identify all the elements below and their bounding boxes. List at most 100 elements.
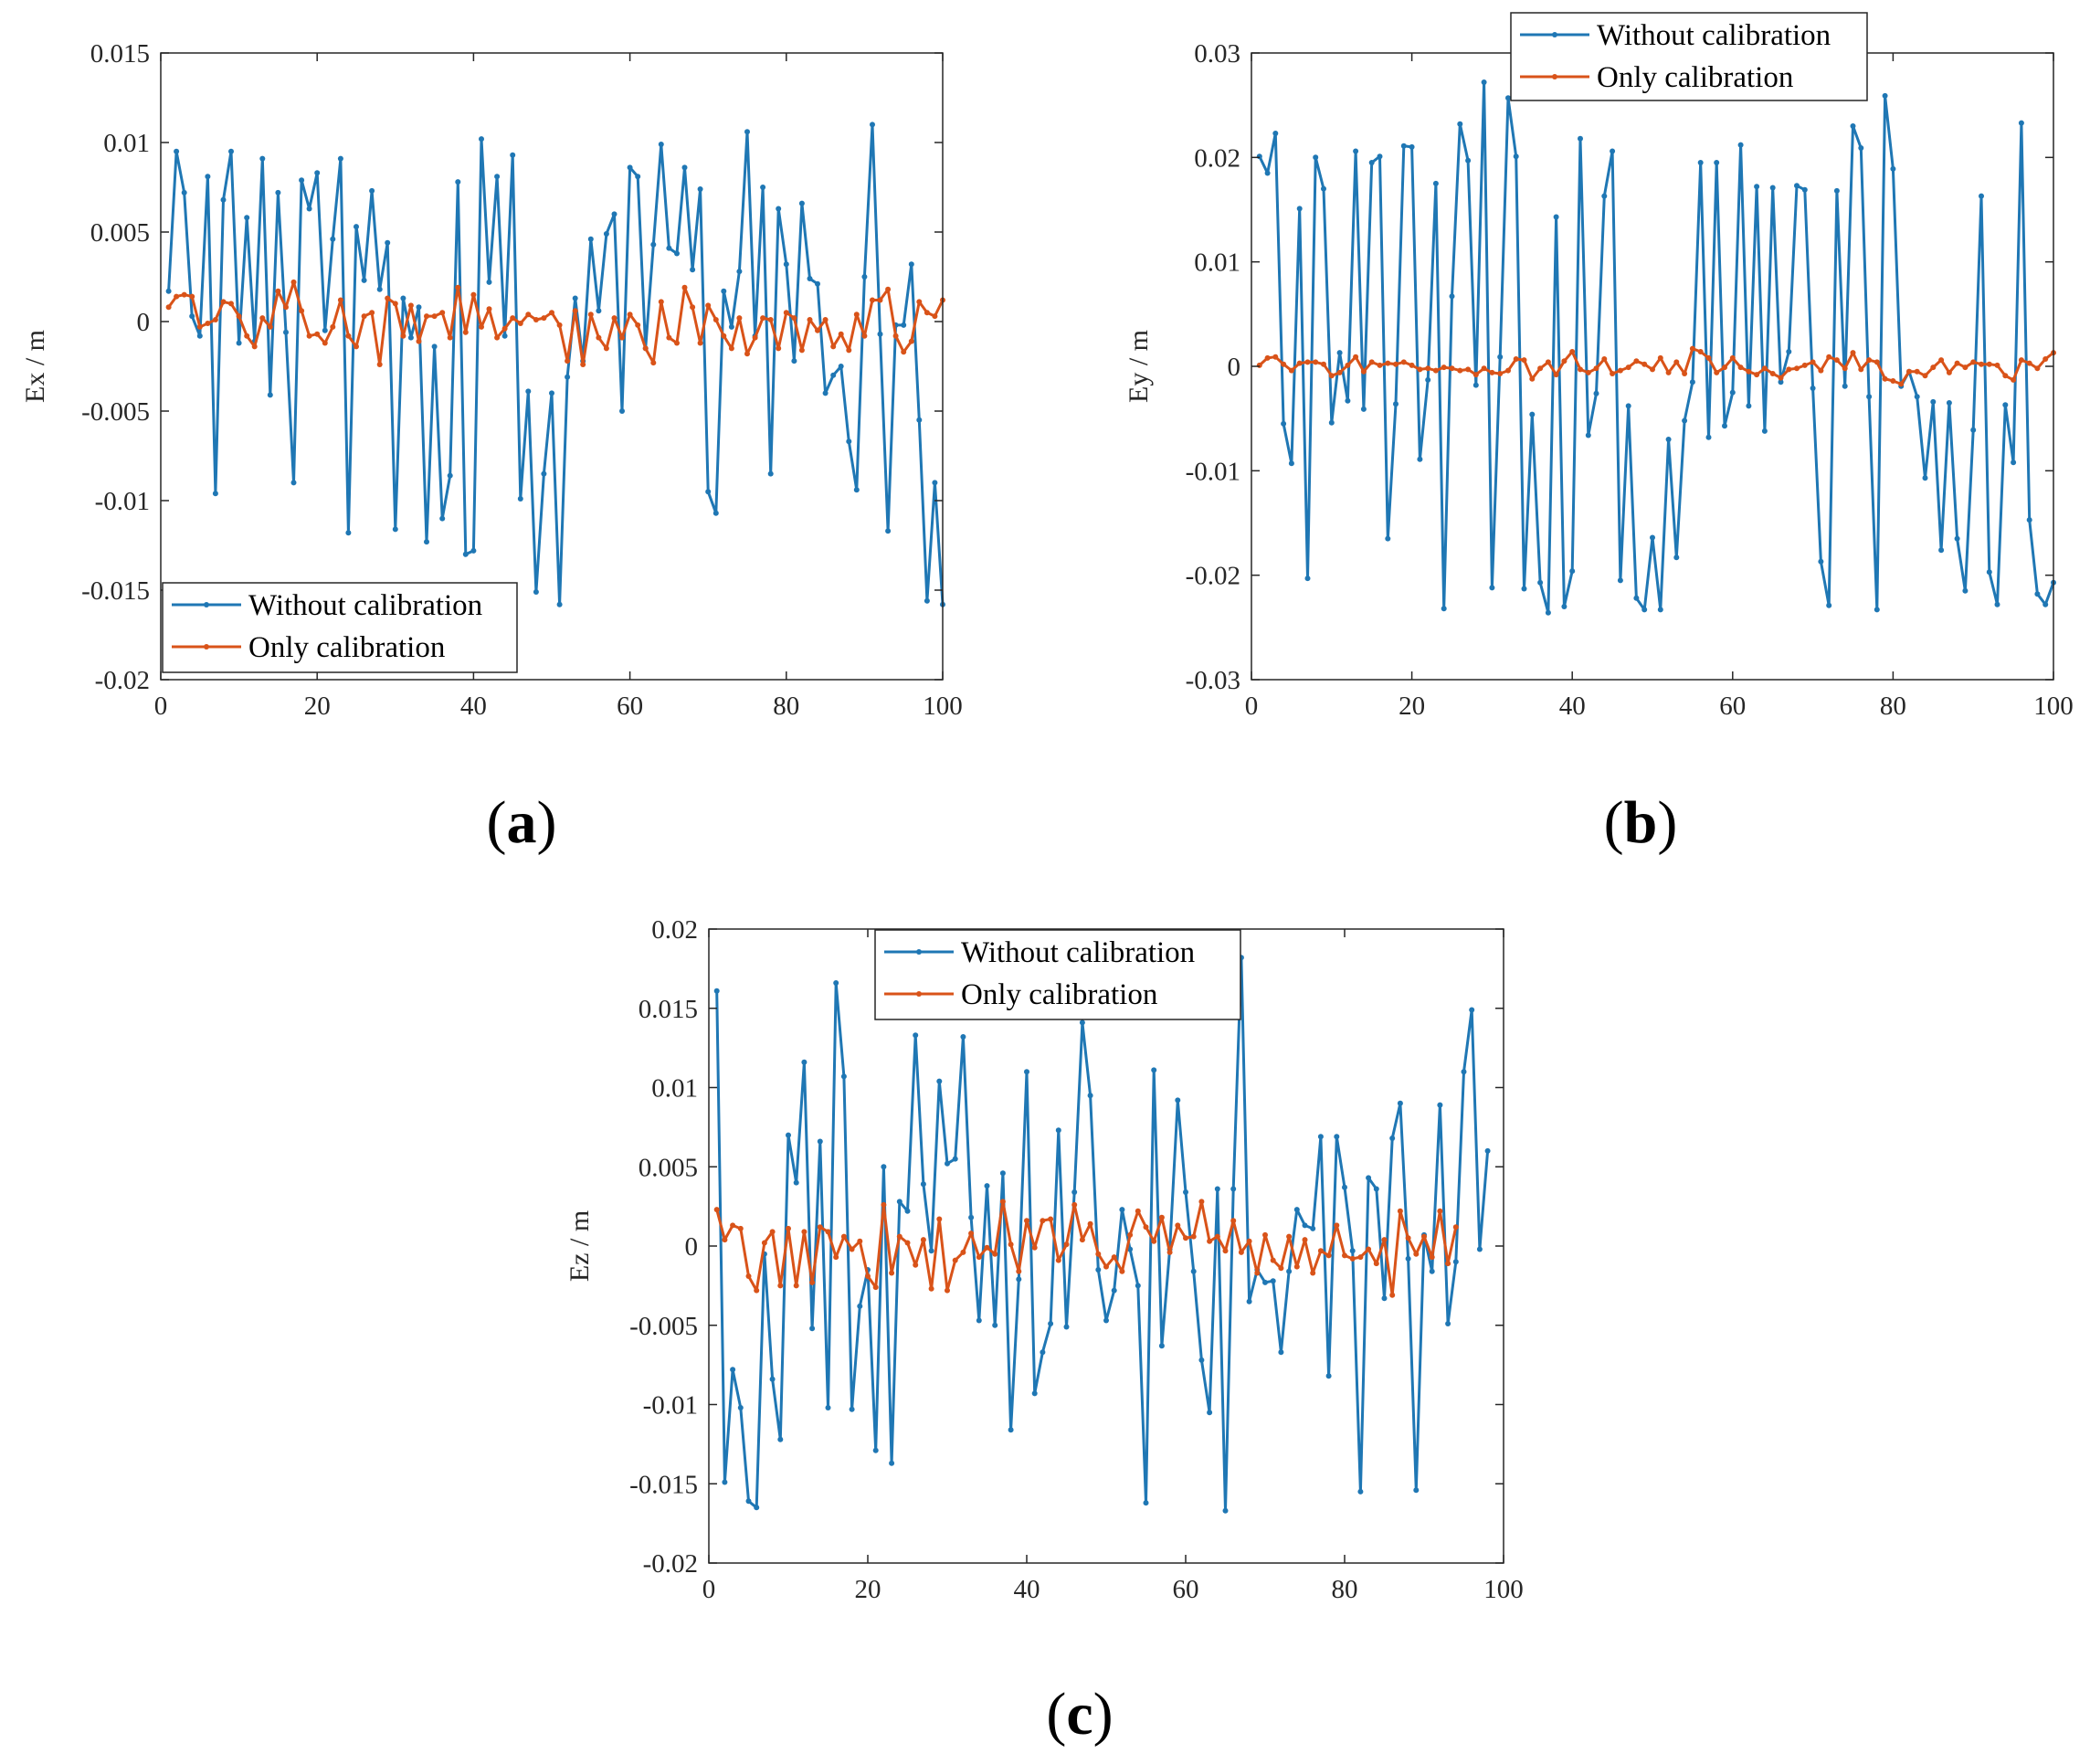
data-point — [1302, 1222, 1308, 1229]
data-point — [1385, 535, 1391, 542]
data-point — [244, 215, 250, 221]
data-point — [1175, 1097, 1181, 1104]
data-point — [165, 304, 172, 311]
data-point — [385, 295, 391, 301]
data-point — [712, 317, 719, 322]
data-point — [1377, 153, 1383, 160]
data-point — [817, 1224, 823, 1231]
x-tick-label: 40 — [1014, 1575, 1040, 1604]
data-point — [1801, 362, 1808, 368]
data-point — [1264, 354, 1271, 361]
data-point — [1425, 365, 1431, 372]
data-point — [1650, 534, 1655, 541]
data-point — [833, 980, 839, 986]
data-point — [275, 288, 281, 294]
data-point — [1119, 1268, 1125, 1274]
data-point — [777, 1283, 784, 1289]
data-point — [1445, 1321, 1451, 1326]
data-point — [2011, 459, 2017, 466]
data-point — [1135, 1208, 1141, 1214]
data-point — [431, 343, 438, 350]
data-point — [1321, 361, 1326, 367]
data-point — [752, 334, 758, 341]
data-point — [439, 515, 446, 522]
data-point — [1336, 369, 1343, 375]
data-point — [1183, 1189, 1188, 1195]
data-point — [330, 236, 336, 242]
data-point — [424, 539, 429, 545]
data-point — [1360, 406, 1367, 412]
data-point — [908, 338, 914, 344]
data-point — [470, 547, 477, 554]
legend-label: Without calibration — [1597, 19, 1831, 52]
data-point — [1561, 358, 1568, 364]
data-point — [1890, 165, 1896, 172]
data-point — [1071, 1189, 1078, 1195]
data-point — [1970, 427, 1977, 433]
data-point — [1472, 382, 1479, 388]
data-point — [1497, 354, 1504, 360]
data-point — [1328, 419, 1335, 426]
data-point — [1697, 160, 1704, 165]
data-point — [1336, 350, 1343, 356]
data-point — [1381, 1295, 1388, 1302]
legend-box — [162, 582, 518, 673]
data-point — [1729, 389, 1736, 396]
data-point — [1296, 360, 1303, 366]
data-point — [801, 1059, 808, 1065]
y-tick-label: -0.005 — [629, 1312, 698, 1341]
data-point — [1400, 359, 1407, 365]
data-point — [736, 315, 743, 322]
data-point — [1393, 401, 1399, 407]
data-point — [1842, 383, 1848, 389]
x-tick-label: 100 — [923, 692, 963, 721]
data-point — [354, 343, 359, 350]
data-point — [1537, 365, 1544, 372]
data-point — [1207, 1410, 1213, 1416]
data-point — [1553, 214, 1559, 220]
data-point — [290, 279, 297, 285]
data-point — [1278, 1265, 1284, 1272]
data-point — [189, 293, 195, 300]
data-point — [1850, 123, 1856, 129]
data-point — [572, 295, 578, 301]
data-point — [984, 1183, 990, 1189]
data-point — [1405, 1255, 1411, 1262]
data-point — [1633, 595, 1640, 601]
data-point — [945, 1160, 950, 1167]
data-point — [1754, 184, 1760, 190]
data-point — [549, 310, 554, 316]
data-point — [1569, 568, 1576, 575]
data-point — [767, 317, 774, 322]
data-point — [674, 340, 680, 346]
data-point — [849, 1246, 855, 1252]
data-point — [1254, 1270, 1261, 1276]
data-point — [815, 280, 820, 287]
data-point — [205, 321, 211, 326]
data-point — [596, 308, 602, 314]
data-point — [1334, 1222, 1340, 1229]
data-point — [416, 338, 422, 344]
data-point — [361, 313, 367, 320]
data-point — [572, 308, 578, 314]
data-point — [1175, 1222, 1181, 1229]
data-point — [196, 333, 203, 339]
data-point — [1505, 367, 1511, 374]
data-point — [1746, 368, 1752, 375]
data-point — [793, 1179, 799, 1186]
data-point — [1761, 365, 1768, 372]
data-point — [314, 331, 321, 337]
data-point — [1103, 1263, 1109, 1270]
data-point — [470, 291, 477, 298]
series-line — [715, 956, 1490, 1513]
data-point — [904, 1240, 911, 1246]
data-point — [1151, 1238, 1157, 1244]
data-point — [1135, 1283, 1141, 1289]
x-tick-label: 0 — [154, 692, 168, 721]
data-point — [642, 345, 649, 352]
data-point — [1465, 157, 1472, 164]
data-point — [510, 152, 516, 158]
data-point — [462, 329, 469, 335]
data-point — [251, 343, 258, 350]
